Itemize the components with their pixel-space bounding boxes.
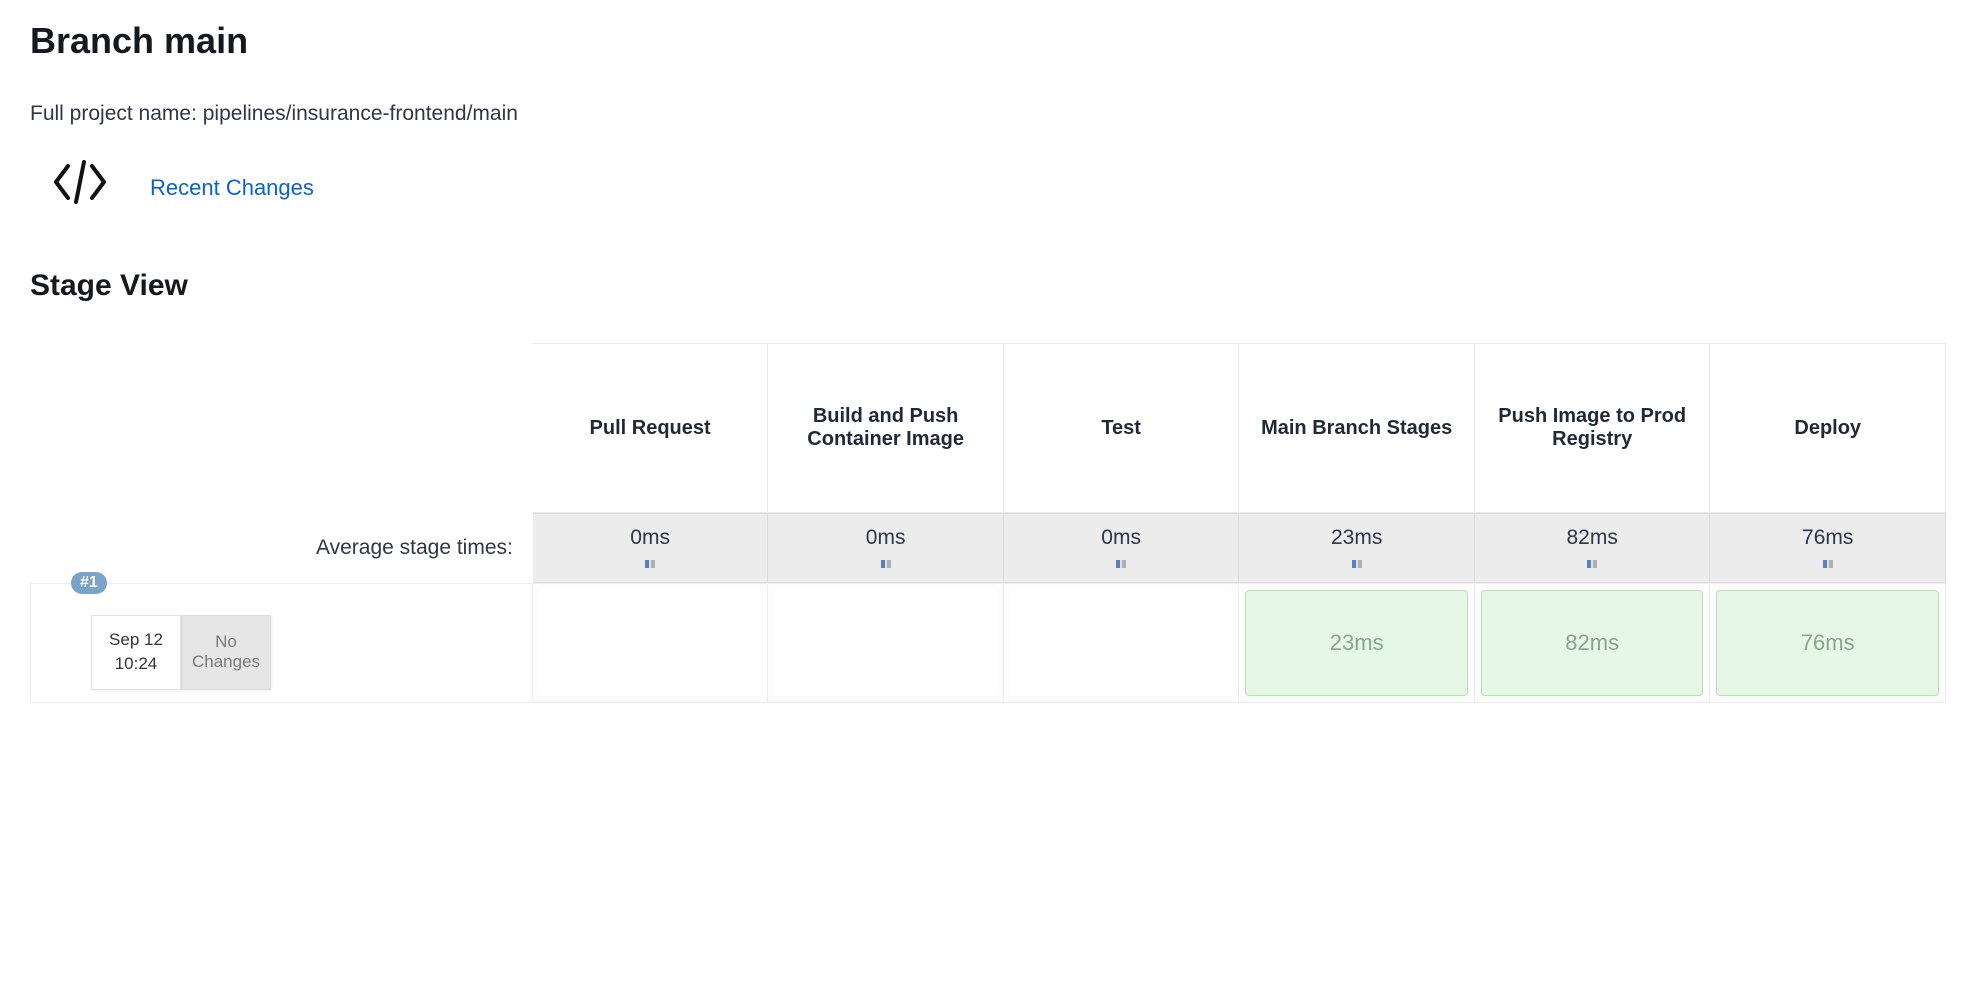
run-stage-cell[interactable]	[533, 583, 769, 703]
mini-bar-icon	[1116, 560, 1126, 568]
mini-bar-icon	[1823, 560, 1833, 568]
stage-view-heading: Stage View	[30, 269, 1946, 303]
run-changes-box: NoChanges	[181, 615, 271, 690]
avg-stage-time: 82ms	[1475, 513, 1711, 583]
run-stage-box	[1010, 590, 1233, 696]
recent-changes-row: Recent Changes	[30, 156, 1946, 219]
project-full-name: Full project name: pipelines/insurance-f…	[30, 102, 1946, 126]
page-title: Branch main	[30, 20, 1946, 62]
run-stage-cell[interactable]	[768, 583, 1004, 703]
stage-header: Build and Push Container Image	[768, 343, 1004, 513]
run-date: Sep 12	[109, 630, 163, 650]
run-stage-box	[774, 590, 997, 696]
stage-header: Deploy	[1710, 343, 1946, 513]
run-number-badge: #1	[71, 572, 107, 594]
run-lead-cell[interactable]: #1Sep 1210:24NoChanges	[30, 583, 533, 703]
empty-header	[30, 343, 533, 513]
avg-stage-time: 0ms	[1004, 513, 1240, 583]
avg-stage-time: 23ms	[1239, 513, 1475, 583]
run-row: #1Sep 1210:24NoChanges23ms82ms76ms	[30, 583, 1946, 703]
run-time: 10:24	[115, 654, 158, 674]
mini-bar-icon	[881, 560, 891, 568]
run-stage-cell[interactable]: 76ms	[1710, 583, 1946, 703]
avg-stage-times-label: Average stage times:	[30, 513, 533, 583]
avg-stage-time: 76ms	[1710, 513, 1946, 583]
avg-stage-time: 0ms	[768, 513, 1004, 583]
recent-changes-link[interactable]: Recent Changes	[150, 175, 314, 201]
run-date-box: Sep 12 10:24	[91, 615, 181, 690]
run-stage-cell[interactable]: 23ms	[1239, 583, 1475, 703]
run-stage-box: 82ms	[1481, 590, 1704, 696]
stage-header: Push Image to Prod Registry	[1475, 343, 1711, 513]
mini-bar-icon	[1587, 560, 1597, 568]
mini-bar-icon	[1352, 560, 1362, 568]
run-stage-box: 76ms	[1716, 590, 1939, 696]
run-stage-cell[interactable]	[1004, 583, 1240, 703]
avg-stage-time: 0ms	[533, 513, 769, 583]
run-stage-box: 23ms	[1245, 590, 1468, 696]
code-icon	[50, 156, 110, 219]
stage-header: Main Branch Stages	[1239, 343, 1475, 513]
stage-header: Pull Request	[533, 343, 769, 513]
run-stage-box	[539, 590, 762, 696]
run-stage-cell[interactable]: 82ms	[1475, 583, 1711, 703]
stage-view-table: Pull Request Build and Push Container Im…	[30, 343, 1946, 703]
stage-header: Test	[1004, 343, 1240, 513]
mini-bar-icon	[645, 560, 655, 568]
